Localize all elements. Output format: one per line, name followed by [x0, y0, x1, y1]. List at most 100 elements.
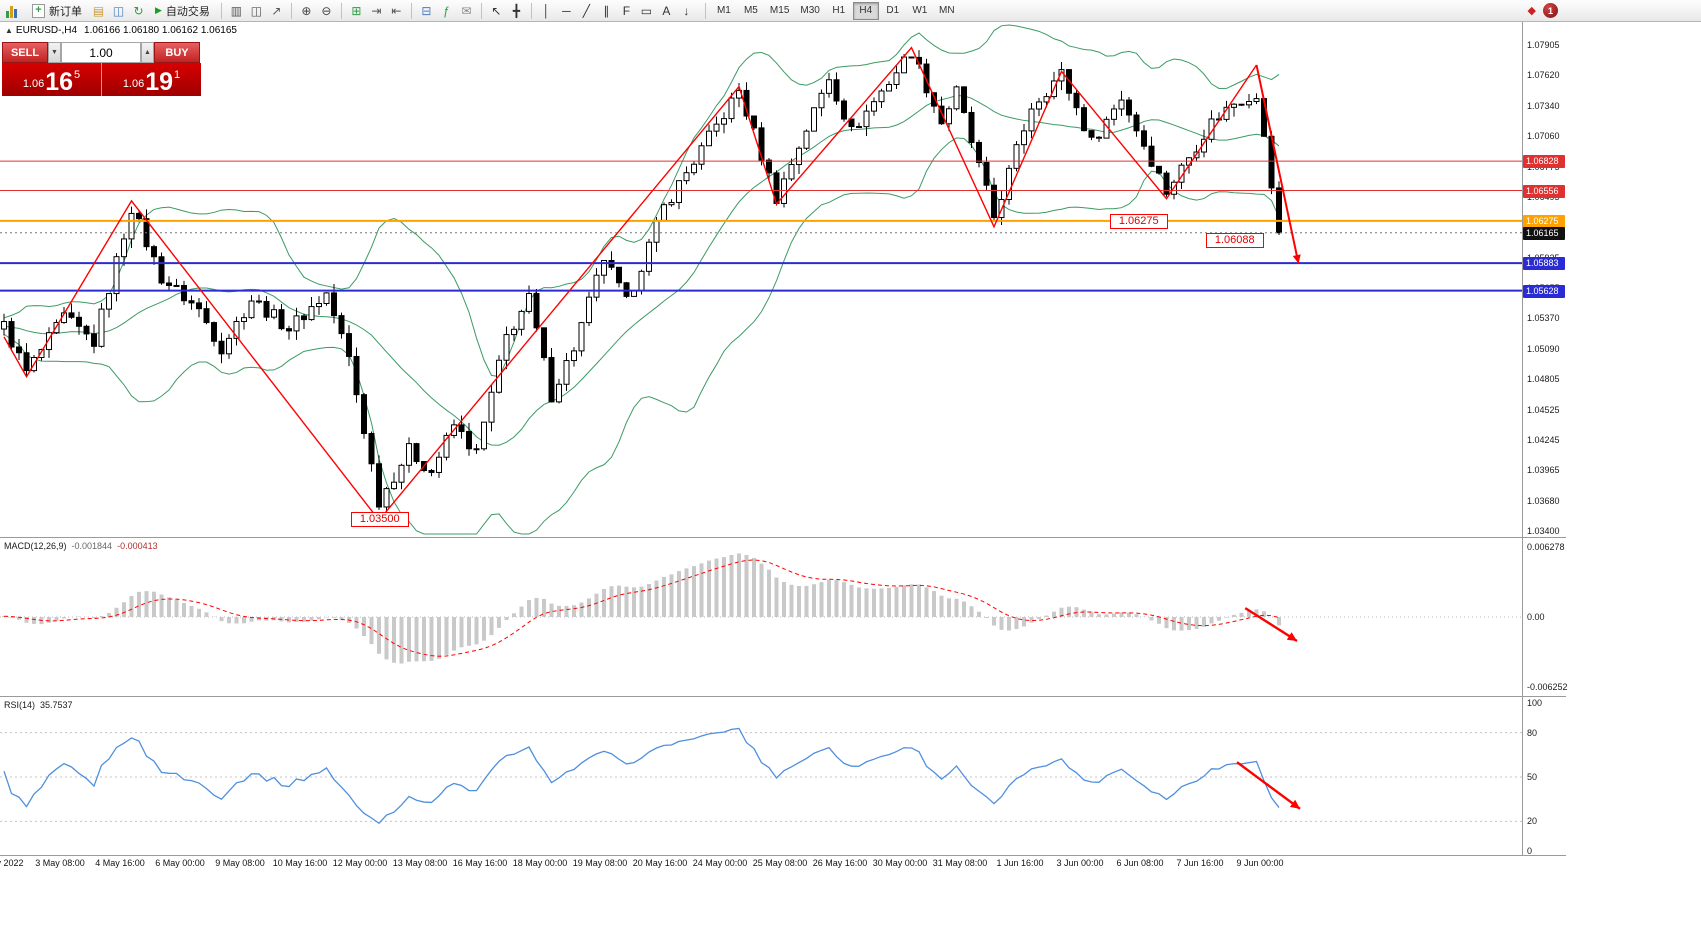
toolbar-separator	[530, 2, 532, 19]
zoom-in-icon[interactable]: ⊕	[297, 1, 316, 20]
time-axis-label: 1 Jun 16:00	[996, 858, 1044, 868]
scale-label: 1.07060	[1527, 131, 1560, 142]
timeframe-m15-button[interactable]: M15	[765, 2, 794, 20]
time-axis-label: 25 May 08:00	[752, 858, 808, 868]
buy-price[interactable]: 1.06 19 1	[102, 63, 201, 96]
buy-button[interactable]: BUY	[154, 42, 200, 63]
bar-chart-icon[interactable]: ▥	[227, 1, 246, 20]
time-axis-label: 4 May 16:00	[95, 858, 145, 868]
price-annotation: 1.06275	[1109, 214, 1168, 230]
level-price-flag: 1.05883	[1523, 257, 1565, 271]
buy-price-prefix: 1.06	[122, 78, 145, 90]
crosshair-icon[interactable]: ╋	[507, 1, 526, 20]
price-annotation: 1.06088	[1205, 233, 1264, 249]
ohlc-readout: 1.06166 1.06180 1.06162 1.06165	[84, 25, 237, 36]
volume-decrease-button[interactable]: ▼	[48, 42, 61, 63]
macd-signal-value: -0.000413	[117, 541, 158, 551]
time-axis-label: 16 May 16:00	[452, 858, 508, 868]
horizontal-line-icon[interactable]: ─	[557, 1, 576, 20]
toolbar: + 新订单 ▤ ◫ ↻ ▶ 自动交易 ▥ ◫ ↗ ⊕ ⊖ ⊞ ⇥ ⇤ ⊟ ƒ ✉ ↖ ╋ │ ─ ╱ ∥ F ▭ A ↓ M…	[0, 0, 1701, 22]
scale-label: 1.03965	[1527, 465, 1560, 476]
time-axis[interactable]: 1 May 2022 3 May 08:00 4 May 16:00 6 May 00…	[0, 858, 1522, 872]
time-axis-label: 6 Jun 08:00	[1116, 858, 1164, 868]
toolbar-tool-icons: ▥ ◫ ↗ ⊕ ⊖ ⊞ ⇥ ⇤ ⊟ ƒ ✉ ↖ ╋ │ ─ ╱ ∥ F ▭ A ↓	[217, 1, 696, 20]
macd-name: MACD(12,26,9)	[4, 541, 67, 551]
timeframe-mn-button[interactable]: MN	[934, 2, 960, 20]
vertical-line-icon[interactable]: │	[537, 1, 556, 20]
channel-icon[interactable]: ∥	[597, 1, 616, 20]
auto-scroll-icon[interactable]: ⇥	[367, 1, 386, 20]
auto-trading-button[interactable]: ▶ 自动交易	[149, 1, 216, 20]
tile-windows-icon[interactable]: ⊞	[347, 1, 366, 20]
chart-title-bar: ▲ EURUSD-,H4 1.06166 1.06180 1.06162 1.061…	[5, 25, 237, 36]
arrows-tool-icon[interactable]: ↓	[677, 1, 696, 20]
sell-price[interactable]: 1.06 16 5	[2, 63, 101, 96]
rsi-label: RSI(14) 35.7537	[4, 700, 78, 710]
scale-label: 1.07620	[1527, 70, 1560, 81]
scale-label: 1.04245	[1527, 434, 1560, 445]
play-icon: ▶	[155, 5, 162, 15]
scale-label: 100	[1527, 698, 1543, 708]
trendline-icon[interactable]: ╱	[577, 1, 596, 20]
timeframe-m5-button[interactable]: M5	[738, 2, 764, 20]
time-axis-label: 31 May 08:00	[932, 858, 988, 868]
buy-price-pips: 19	[145, 68, 174, 96]
collapse-panel-icon[interactable]: ▲	[5, 26, 13, 35]
text-icon[interactable]: A	[657, 1, 676, 20]
scale-label: 0	[1527, 846, 1533, 856]
line-chart-icon[interactable]: ↗	[267, 1, 286, 20]
alert-icon[interactable]: ◆	[1527, 5, 1536, 17]
mail-icon[interactable]: ✉	[457, 1, 476, 20]
macd-main-value: -0.001844	[71, 541, 113, 551]
new-chart-icon[interactable]: ⊟	[417, 1, 436, 20]
level-price-flag: 1.05628	[1523, 284, 1565, 298]
scale-label: -0.006252	[1527, 682, 1568, 692]
candlestick-chart-icon[interactable]: ◫	[247, 1, 266, 20]
time-axis-label: 12 May 00:00	[332, 858, 388, 868]
price-divider	[101, 63, 102, 96]
price-annotation: 1.03500	[350, 511, 409, 527]
cursor-icon[interactable]: ↖	[487, 1, 506, 20]
fibonacci-icon[interactable]: F	[617, 1, 636, 20]
scale-label: 1.07340	[1527, 100, 1560, 111]
sell-price-point: 5	[74, 69, 81, 81]
timeframe-d1-button[interactable]: D1	[880, 2, 906, 20]
new-order-button[interactable]: + 新订单	[26, 1, 88, 20]
time-axis-label: 10 May 16:00	[272, 858, 328, 868]
chart-shift-icon[interactable]: ⇤	[387, 1, 406, 20]
timeframe-w1-button[interactable]: W1	[907, 2, 933, 20]
notification-badge[interactable]: 1	[1543, 3, 1558, 18]
app-logo-icon	[6, 4, 22, 18]
timeframe-h1-button[interactable]: H1	[826, 2, 852, 20]
time-axis-label: 9 May 08:00	[215, 858, 265, 868]
scale-label: 1.04525	[1527, 404, 1560, 415]
refresh-icon[interactable]: ↻	[129, 1, 148, 20]
chart-window-icon[interactable]: ▤	[89, 1, 108, 20]
time-axis-label: 26 May 16:00	[812, 858, 868, 868]
time-axis-label: 6 May 00:00	[155, 858, 205, 868]
time-axis-label: 3 Jun 00:00	[1056, 858, 1104, 868]
time-axis-label: 9 Jun 00:00	[1236, 858, 1284, 868]
time-axis-label: 3 May 08:00	[35, 858, 85, 868]
toolbar-separator	[410, 2, 412, 19]
sell-button[interactable]: SELL	[2, 42, 48, 63]
timeframe-m30-button[interactable]: M30	[795, 2, 824, 20]
scale-label: 0.006278	[1527, 542, 1565, 552]
time-axis-label: 20 May 16:00	[632, 858, 688, 868]
scale-label: 0.00	[1527, 612, 1545, 622]
timeframe-m1-button[interactable]: M1	[711, 2, 737, 20]
market-watch-icon[interactable]: ◫	[109, 1, 128, 20]
macd-label: MACD(12,26,9) -0.001844 -0.000413	[4, 541, 163, 551]
indicators-icon[interactable]: ƒ	[437, 1, 456, 20]
volume-input[interactable]	[61, 42, 141, 63]
new-order-icon: +	[32, 3, 45, 18]
price-scale[interactable]: 1.079051.076201.073401.070601.067751.064…	[1523, 0, 1569, 943]
shapes-icon[interactable]: ▭	[637, 1, 656, 20]
volume-increase-button[interactable]: ▲	[141, 42, 154, 63]
sell-price-prefix: 1.06	[22, 78, 45, 90]
time-axis-label: 24 May 00:00	[692, 858, 748, 868]
toolbar-separator	[480, 2, 482, 19]
zoom-out-icon[interactable]: ⊖	[317, 1, 336, 20]
timeframe-h4-button[interactable]: H4	[852, 1, 879, 20]
